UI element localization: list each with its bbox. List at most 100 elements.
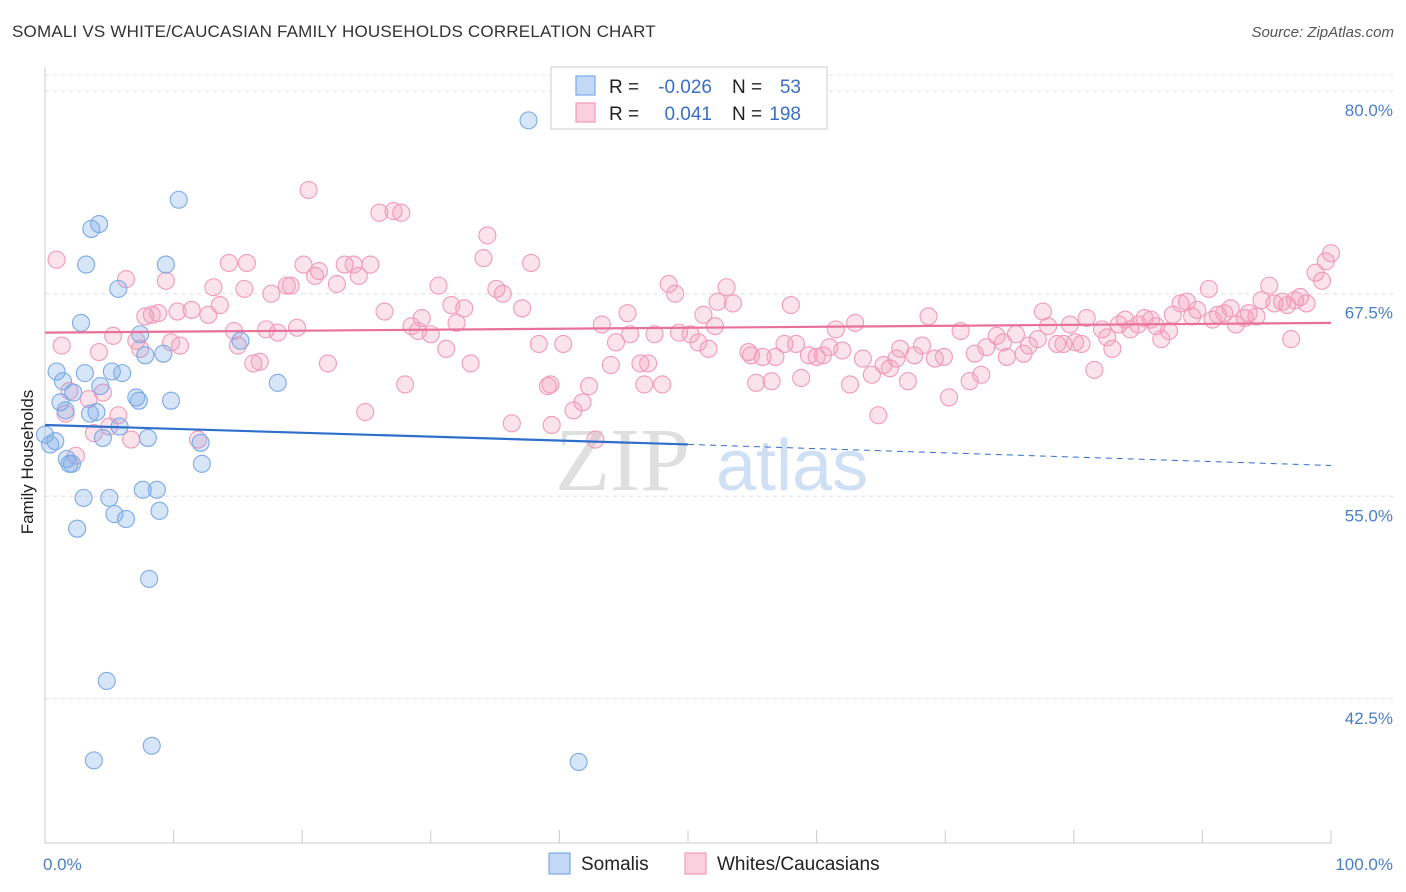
point-somali [109, 279, 128, 298]
point-white-caucasian [429, 276, 448, 295]
legend-r-value-1: -0.026 [658, 77, 712, 98]
point-white-caucasian [309, 262, 328, 281]
point-somali [74, 488, 93, 507]
point-white-caucasian [447, 313, 466, 332]
tick-labels: 42.5% 55.0% 67.5% 80.0% 0.0% 100.0% [43, 101, 1393, 874]
point-somali [105, 505, 124, 524]
legend-n-value-1: 53 [780, 77, 801, 98]
point-white-caucasian [361, 255, 380, 274]
point-white-caucasian [168, 302, 187, 321]
point-white-caucasian [689, 333, 708, 352]
point-white-caucasian [579, 377, 599, 396]
point-white-caucasian [741, 346, 761, 365]
point-somali [47, 362, 66, 381]
point-somali [68, 519, 87, 538]
point-white-caucasian [799, 346, 818, 365]
correlation-legend: R = -0.026 N = 53 R = 0.041 N = 198 [550, 66, 828, 130]
point-white-caucasian [89, 343, 109, 362]
point-white-caucasian [753, 347, 772, 366]
point-white-caucasian [522, 253, 541, 272]
point-white-caucasian [529, 334, 548, 354]
point-white-caucasian [699, 339, 718, 358]
point-somali [93, 428, 112, 447]
point-white-caucasian [862, 365, 881, 384]
point-white-caucasian [228, 336, 247, 355]
point-white-caucasian [199, 305, 218, 324]
point-white-caucasian [281, 276, 300, 295]
point-somali [75, 364, 94, 383]
y-tick-label: 42.5% [1345, 709, 1393, 728]
point-white-caucasian [554, 334, 573, 354]
point-white-caucasian [237, 253, 256, 272]
chart-title: SOMALI VS WHITE/CAUCASIAN FAMILY HOUSEHO… [12, 22, 656, 41]
point-white-caucasian [645, 325, 664, 344]
point-white-caucasian [474, 249, 493, 268]
point-white-caucasian [960, 372, 979, 391]
point-white-caucasian [586, 430, 605, 449]
series-swatch-white [684, 852, 707, 875]
point-white-caucasian [277, 276, 296, 295]
point-white-caucasian [833, 341, 852, 360]
point-white-caucasian [898, 372, 917, 391]
point-white-caucasian [592, 315, 611, 334]
point-white-caucasian [299, 180, 318, 200]
point-somali [519, 111, 538, 130]
point-white-caucasian [1282, 330, 1301, 349]
legend-n-value-2: 198 [769, 104, 801, 125]
legend-swatch-white [575, 102, 596, 123]
white-caucasian-points [47, 180, 1341, 465]
point-somali [138, 428, 157, 447]
point-somali [142, 736, 161, 755]
point-white-caucasian [375, 302, 394, 321]
point-white-caucasian [1221, 299, 1240, 318]
point-white-caucasian [149, 304, 168, 323]
point-somali [140, 569, 159, 588]
point-white-caucasian [573, 393, 592, 412]
point-white-caucasian [631, 354, 650, 373]
point-white-caucasian [934, 347, 953, 366]
point-white-caucasian [1260, 276, 1279, 295]
point-somali [161, 391, 181, 410]
point-white-caucasian [840, 375, 860, 394]
point-white-caucasian [204, 278, 223, 297]
series-swatch-somali [548, 852, 571, 875]
point-white-caucasian [421, 325, 440, 344]
watermark: ZIP atlas [555, 411, 868, 510]
point-white-caucasian [294, 255, 313, 274]
point-white-caucasian [905, 346, 924, 365]
point-white-caucasian [142, 305, 161, 324]
point-white-caucasian [1048, 334, 1067, 354]
point-somali [192, 454, 211, 473]
point-white-caucasian [639, 354, 658, 373]
point-white-caucasian [288, 318, 307, 337]
point-somali [84, 751, 103, 770]
point-white-caucasian [1291, 287, 1310, 307]
y-axis-label: Family Households [18, 390, 37, 535]
point-white-caucasian [853, 349, 872, 368]
point-white-caucasian [1312, 271, 1332, 290]
point-white-caucasian [1098, 328, 1117, 347]
point-white-caucasian [182, 300, 201, 319]
source-credit: Source: ZipAtlas.com [1251, 24, 1394, 41]
point-somali [64, 383, 83, 402]
point-white-caucasian [659, 274, 678, 294]
point-white-caucasian [542, 415, 561, 435]
y-tick-label: 55.0% [1345, 506, 1393, 525]
point-somali [133, 480, 152, 499]
x-tick-label: 0.0% [43, 855, 82, 874]
point-somali [91, 377, 110, 396]
y-tick-label: 80.0% [1345, 101, 1393, 120]
point-white-caucasian [1247, 307, 1266, 326]
point-somali [53, 372, 73, 391]
point-white-caucasian [250, 352, 269, 371]
point-white-caucasian [356, 402, 375, 422]
point-somali [71, 313, 91, 332]
point-white-caucasian [807, 347, 826, 366]
point-white-caucasian [618, 304, 637, 323]
point-somali [136, 346, 155, 365]
point-white-caucasian [1285, 291, 1305, 310]
point-white-caucasian [977, 338, 996, 357]
point-white-caucasian [708, 292, 727, 311]
trend-line-somali [44, 423, 689, 446]
